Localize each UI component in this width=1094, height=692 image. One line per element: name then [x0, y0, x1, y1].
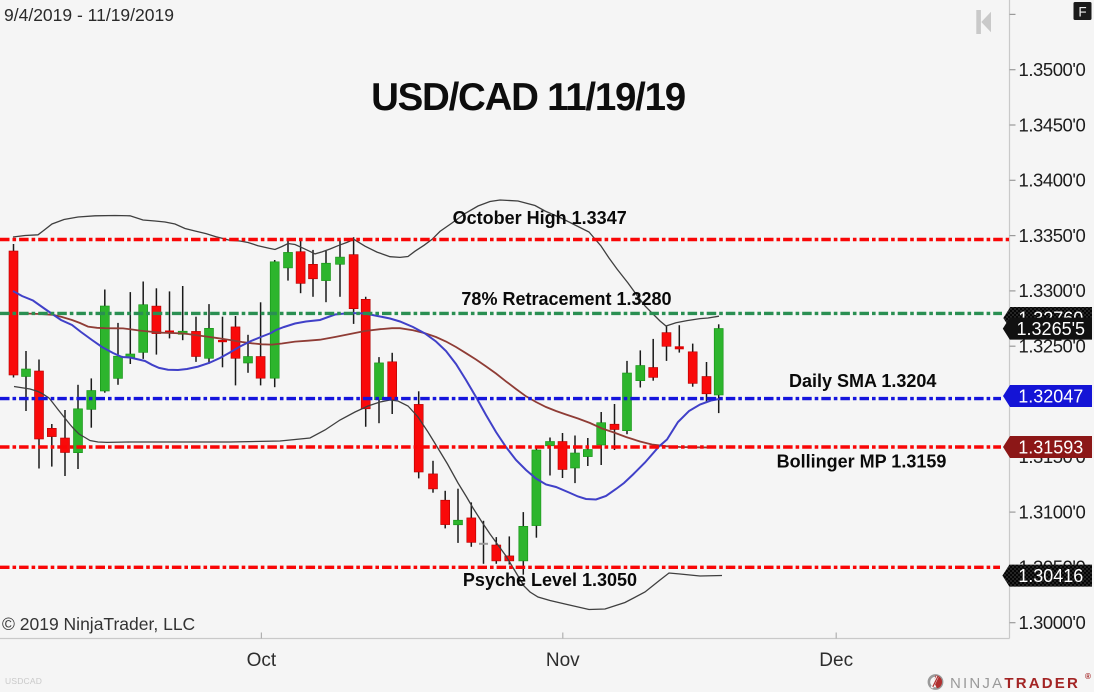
- svg-text:1.3250'0: 1.3250'0: [1019, 336, 1086, 357]
- svg-text:9/4/2019 - 11/19/2019: 9/4/2019 - 11/19/2019: [4, 5, 174, 25]
- svg-text:Nov: Nov: [546, 650, 580, 671]
- svg-text:®: ®: [1085, 672, 1091, 681]
- svg-text:October High 1.3347: October High 1.3347: [453, 208, 627, 228]
- svg-text:1.30416: 1.30416: [1018, 566, 1083, 586]
- svg-text:USDCAD: USDCAD: [5, 676, 42, 686]
- svg-text:F: F: [1078, 5, 1086, 20]
- svg-text:Psyche Level 1.3050: Psyche Level 1.3050: [463, 570, 637, 590]
- svg-text:© 2019 NinjaTrader, LLC: © 2019 NinjaTrader, LLC: [2, 614, 195, 634]
- svg-text:Daily SMA 1.3204: Daily SMA 1.3204: [789, 371, 936, 391]
- svg-text:78% Retracement 1.3280: 78% Retracement 1.3280: [461, 289, 671, 309]
- svg-text:1.32047: 1.32047: [1018, 386, 1083, 406]
- svg-text:1.31593: 1.31593: [1018, 437, 1083, 457]
- svg-text:1.3450'0: 1.3450'0: [1019, 114, 1086, 135]
- svg-text:Dec: Dec: [819, 650, 853, 671]
- svg-text:1.3500'0: 1.3500'0: [1019, 59, 1086, 80]
- svg-text:1.3100'0: 1.3100'0: [1019, 501, 1086, 522]
- svg-text:USD/CAD 11/19/19: USD/CAD 11/19/19: [371, 76, 685, 119]
- svg-text:1.3300'0: 1.3300'0: [1019, 280, 1086, 301]
- svg-text:1.3400'0: 1.3400'0: [1019, 170, 1086, 191]
- svg-text:1.3265'5: 1.3265'5: [1017, 319, 1086, 339]
- svg-text:1.3000'0: 1.3000'0: [1019, 612, 1086, 633]
- svg-text:1.3350'0: 1.3350'0: [1019, 225, 1086, 246]
- svg-text:NINJATRADER: NINJATRADER: [950, 675, 1080, 692]
- svg-text:Bollinger MP 1.3159: Bollinger MP 1.3159: [777, 452, 947, 472]
- svg-text:Oct: Oct: [247, 650, 277, 671]
